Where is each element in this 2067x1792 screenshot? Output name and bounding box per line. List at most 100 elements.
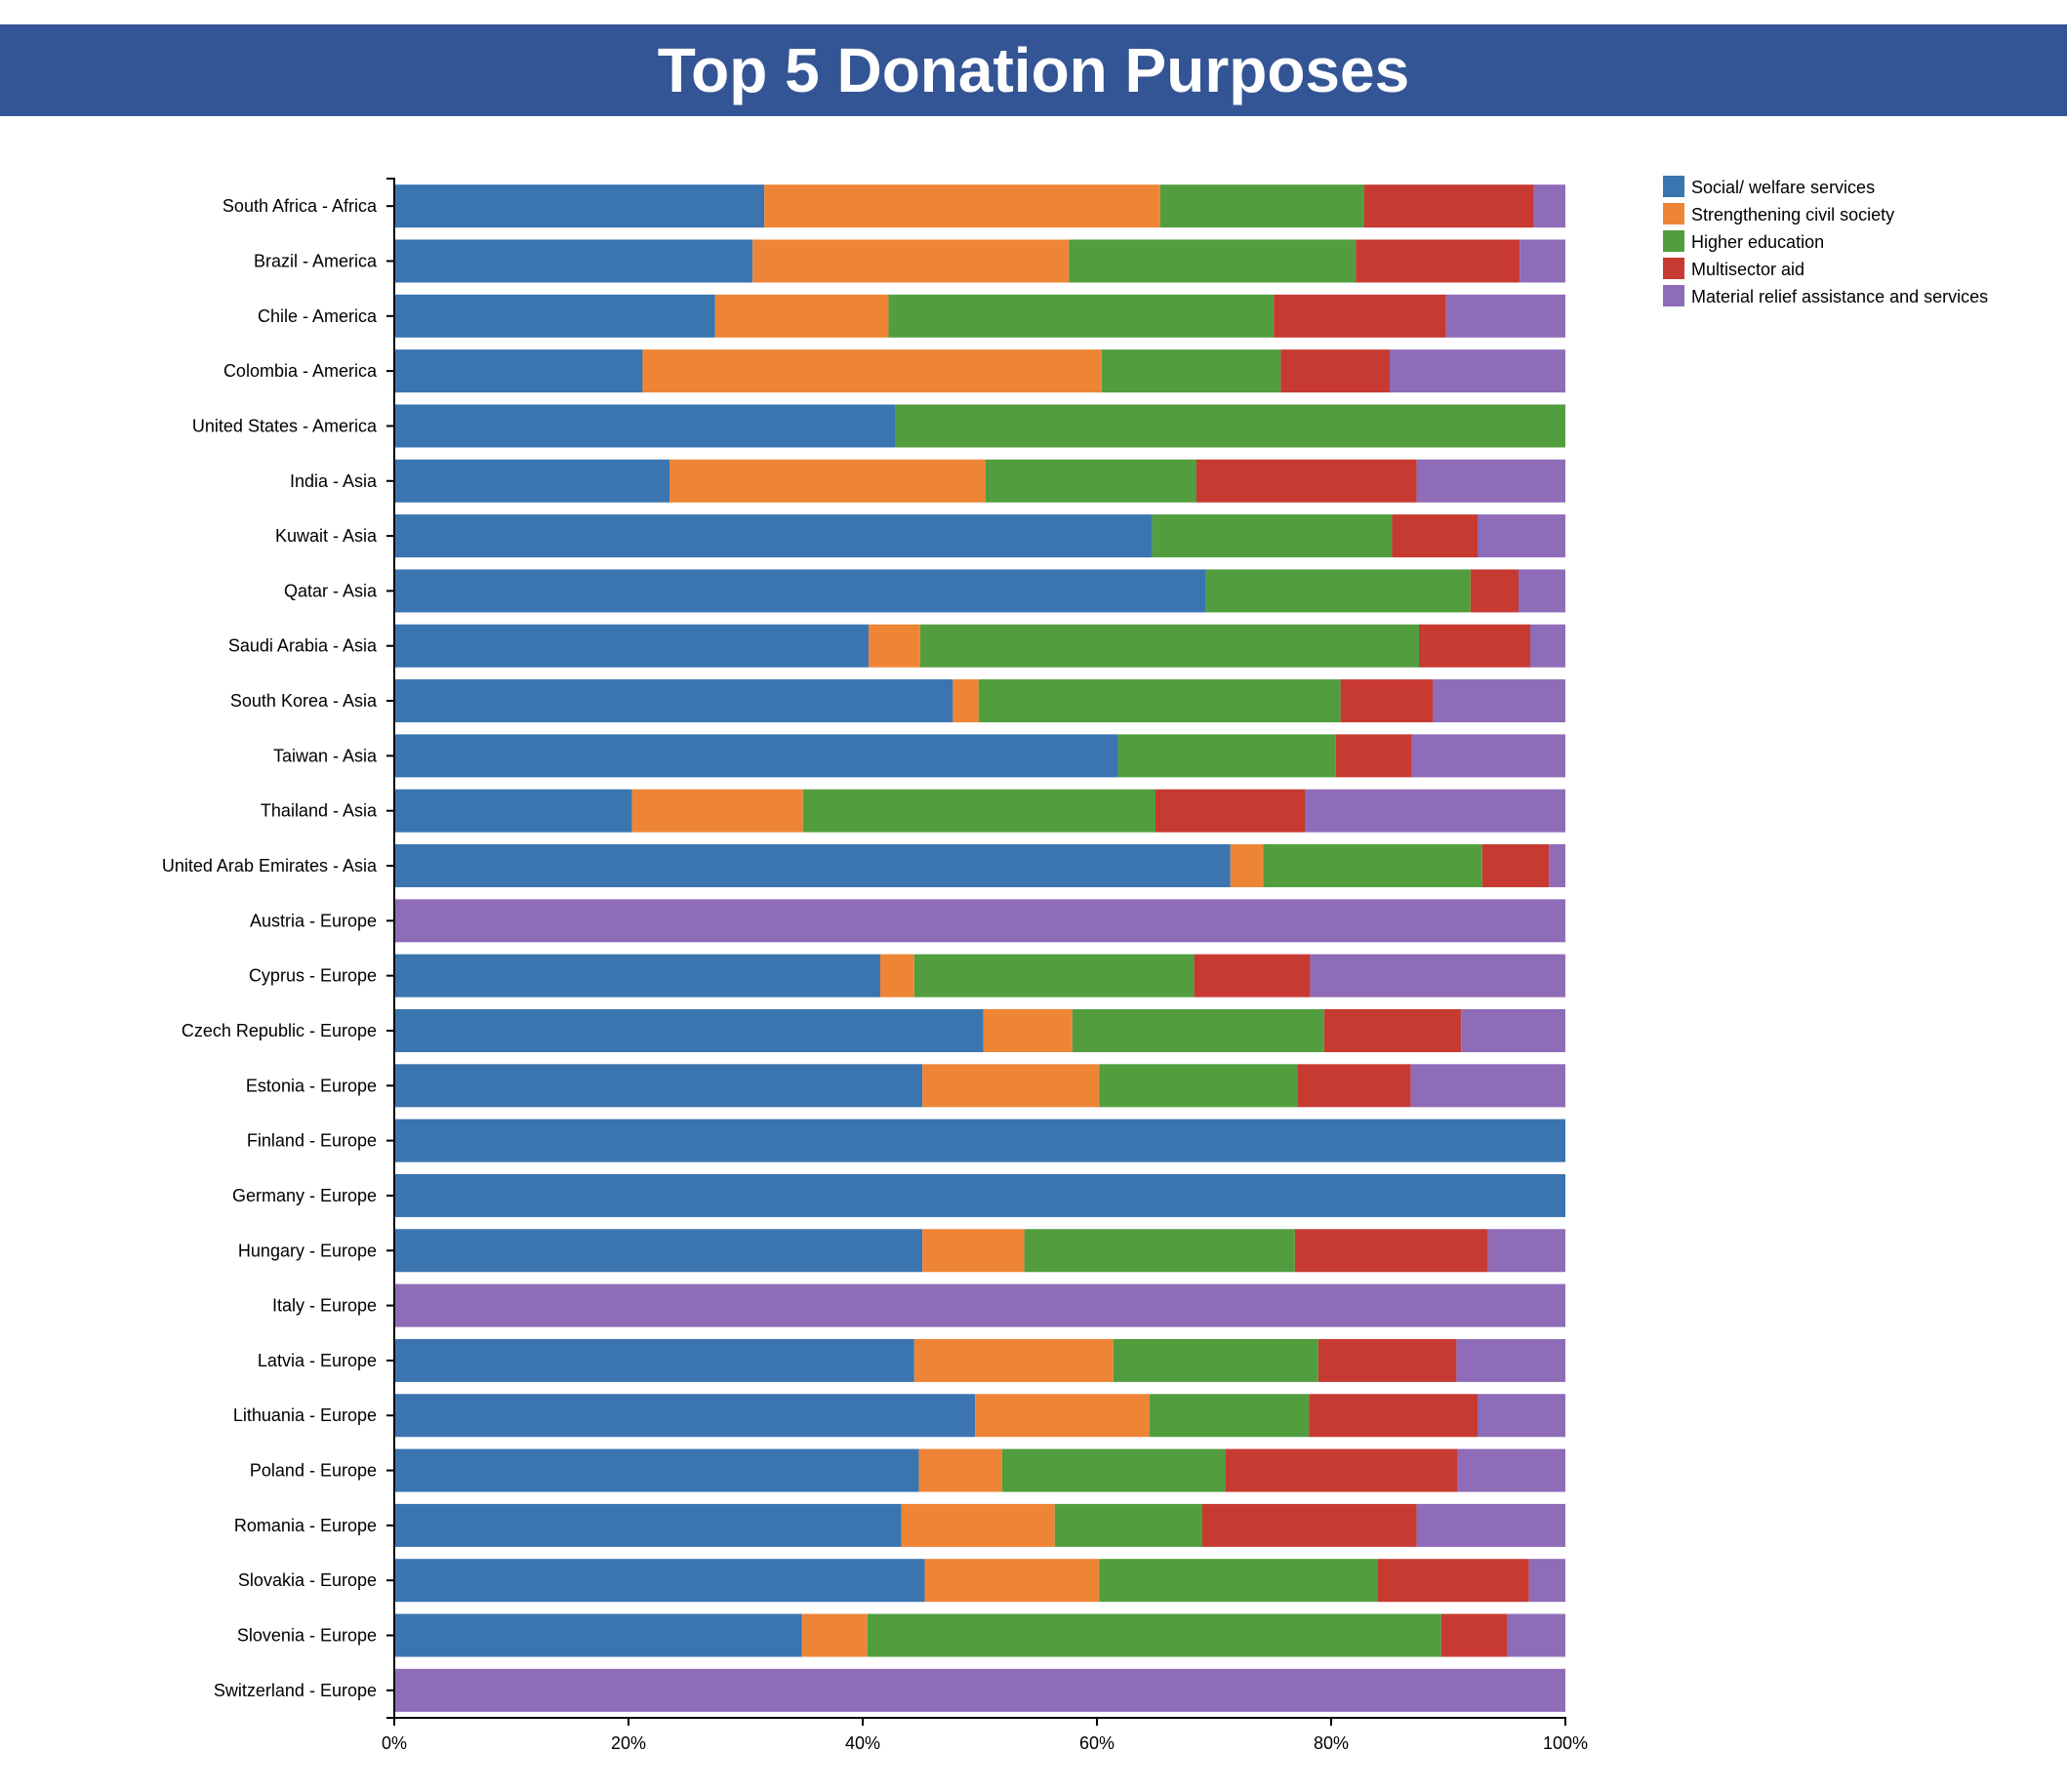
- category-label: Kuwait - Asia: [275, 526, 378, 546]
- bar-cyprus-europe-series-1: [880, 954, 914, 998]
- bar-thailand-asia-series-1: [631, 789, 803, 833]
- legend-label: Strengthening civil society: [1691, 205, 1894, 224]
- y-axis: South Africa - Africa Brazil - America Chi…: [162, 178, 395, 1719]
- bar-taiwan-asia-series-0: [394, 734, 1118, 778]
- category-label: South Korea - Asia: [230, 691, 378, 711]
- bar-saudi-arabia-asia-series-1: [869, 624, 920, 668]
- bar-germany-europe-series-0: [394, 1173, 1565, 1217]
- bar-czech-republic-europe-series-0: [394, 1008, 984, 1052]
- bar-south-africa-africa-series-1: [764, 184, 1160, 228]
- chart-title: Top 5 Donation Purposes: [657, 35, 1410, 105]
- bar-poland-europe-series-0: [394, 1448, 919, 1492]
- bar-lithuania-europe-series-2: [1150, 1394, 1310, 1438]
- category-label: Cyprus - Europe: [249, 966, 377, 986]
- bar-united-arab-emirates-asia-series-1: [1230, 844, 1264, 888]
- category-label: Qatar - Asia: [284, 581, 378, 600]
- category-label: Slovakia - Europe: [238, 1570, 377, 1590]
- bar-slovakia-europe-series-3: [1378, 1559, 1529, 1603]
- bar-saudi-arabia-asia-series-0: [394, 624, 869, 668]
- category-label: Lithuania - Europe: [233, 1405, 377, 1425]
- bar-chile-america-series-3: [1274, 294, 1446, 338]
- bar-united-arab-emirates-asia-series-2: [1263, 844, 1482, 888]
- bar-cyprus-europe-series-4: [1310, 954, 1565, 998]
- bar-united-states-america-series-2: [895, 404, 1565, 448]
- bar-kuwait-asia-series-2: [1152, 514, 1393, 558]
- bar-hungary-europe-series-1: [922, 1229, 1025, 1273]
- bar-hungary-europe-series-4: [1487, 1229, 1565, 1273]
- bar-south-korea-asia-series-4: [1433, 679, 1565, 723]
- category-label: Chile - America: [258, 306, 378, 326]
- bar-taiwan-asia-series-3: [1335, 734, 1412, 778]
- bar-hungary-europe-series-0: [394, 1229, 923, 1273]
- bar-qatar-asia-series-2: [1205, 569, 1471, 613]
- bar-colombia-america-series-0: [394, 349, 643, 393]
- bar-thailand-asia-series-0: [394, 789, 632, 833]
- bar-qatar-asia-series-4: [1519, 569, 1565, 613]
- bar-south-korea-asia-series-3: [1340, 679, 1434, 723]
- bar-italy-europe-series-4: [394, 1283, 1565, 1327]
- bar-slovenia-europe-series-3: [1440, 1613, 1507, 1657]
- y-axis-line: [386, 178, 395, 1719]
- bar-finland-europe-series-0: [394, 1119, 1565, 1162]
- bar-latvia-europe-series-1: [913, 1338, 1114, 1382]
- bar-india-asia-series-2: [986, 459, 1196, 503]
- category-label: South Africa - Africa: [223, 196, 378, 216]
- bar-poland-europe-series-3: [1226, 1448, 1458, 1492]
- x-tick-label: 60%: [1079, 1733, 1115, 1753]
- legend-swatch-social-welfare-services: [1663, 176, 1684, 197]
- bar-south-africa-africa-series-2: [1159, 184, 1364, 228]
- bar-estonia-europe-series-4: [1410, 1064, 1565, 1108]
- legend-label: Higher education: [1691, 232, 1824, 252]
- bar-chile-america-series-2: [888, 294, 1275, 338]
- x-tick-label: 0%: [382, 1733, 407, 1753]
- category-label: Slovenia - Europe: [237, 1626, 377, 1646]
- bar-brazil-america-series-3: [1356, 239, 1520, 283]
- category-label: Taiwan - Asia: [273, 746, 378, 765]
- bar-austria-europe-series-4: [394, 899, 1565, 943]
- bar-south-africa-africa-series-4: [1533, 184, 1565, 228]
- bar-thailand-asia-series-2: [802, 789, 1155, 833]
- bar-lithuania-europe-series-3: [1309, 1394, 1478, 1438]
- title-bar: Top 5 Donation Purposes: [0, 24, 2067, 116]
- bar-latvia-europe-series-2: [1113, 1338, 1318, 1382]
- bar-south-korea-asia-series-1: [952, 679, 979, 723]
- x-axis: 0% 20% 40% 60% 80% 100%: [382, 1717, 1588, 1753]
- bar-romania-europe-series-0: [394, 1503, 902, 1547]
- bar-india-asia-series-4: [1416, 459, 1565, 503]
- bar-qatar-asia-series-3: [1470, 569, 1519, 613]
- bar-romania-europe-series-2: [1054, 1503, 1202, 1547]
- bars-layer: [394, 184, 1565, 1712]
- category-label: Finland - Europe: [247, 1131, 377, 1151]
- legend-swatch-strengthening-civil-society: [1663, 203, 1684, 224]
- bar-estonia-europe-series-2: [1099, 1064, 1298, 1108]
- bar-slovakia-europe-series-4: [1528, 1559, 1565, 1603]
- category-label: Thailand - Asia: [261, 801, 378, 821]
- bar-saudi-arabia-asia-series-3: [1419, 624, 1530, 668]
- bar-poland-europe-series-1: [918, 1448, 1002, 1492]
- category-label: Estonia - Europe: [246, 1076, 377, 1095]
- category-label: Colombia - America: [223, 361, 378, 381]
- bar-estonia-europe-series-3: [1297, 1064, 1411, 1108]
- x-tick-label: 20%: [611, 1733, 646, 1753]
- bar-saudi-arabia-asia-series-4: [1530, 624, 1565, 668]
- bar-colombia-america-series-4: [1390, 349, 1565, 393]
- bar-cyprus-europe-series-0: [394, 954, 880, 998]
- legend-swatch-multisector-aid: [1663, 258, 1684, 279]
- bar-thailand-asia-series-4: [1305, 789, 1565, 833]
- bar-colombia-america-series-3: [1280, 349, 1390, 393]
- bar-slovakia-europe-series-1: [924, 1559, 1100, 1603]
- bar-estonia-europe-series-1: [922, 1064, 1100, 1108]
- bar-india-asia-series-1: [669, 459, 986, 503]
- x-tick-label: 80%: [1314, 1733, 1349, 1753]
- bar-czech-republic-europe-series-1: [983, 1008, 1073, 1052]
- legend: Social/ welfare services Strengthening ci…: [1663, 176, 1988, 306]
- bar-brazil-america-series-1: [752, 239, 1070, 283]
- bar-colombia-america-series-2: [1101, 349, 1281, 393]
- category-label: United States - America: [192, 416, 378, 435]
- x-tick-label: 40%: [845, 1733, 880, 1753]
- bar-kuwait-asia-series-4: [1478, 514, 1565, 558]
- bar-czech-republic-europe-series-3: [1323, 1008, 1462, 1052]
- bar-lithuania-europe-series-1: [975, 1394, 1150, 1438]
- bar-india-asia-series-3: [1196, 459, 1417, 503]
